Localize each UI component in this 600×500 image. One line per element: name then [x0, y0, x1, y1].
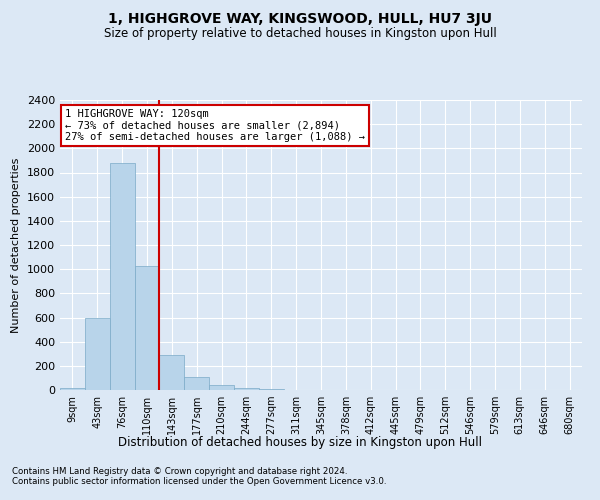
Bar	[234, 388, 259, 390]
Text: Distribution of detached houses by size in Kingston upon Hull: Distribution of detached houses by size …	[118, 436, 482, 449]
Text: Size of property relative to detached houses in Kingston upon Hull: Size of property relative to detached ho…	[104, 28, 496, 40]
Bar	[60, 388, 85, 390]
Bar	[85, 318, 110, 390]
Bar	[110, 163, 134, 390]
Bar	[209, 385, 234, 390]
Bar	[160, 355, 184, 390]
Text: 1 HIGHGROVE WAY: 120sqm
← 73% of detached houses are smaller (2,894)
27% of semi: 1 HIGHGROVE WAY: 120sqm ← 73% of detache…	[65, 108, 365, 142]
Text: Contains HM Land Registry data © Crown copyright and database right 2024.: Contains HM Land Registry data © Crown c…	[12, 467, 347, 476]
Y-axis label: Number of detached properties: Number of detached properties	[11, 158, 22, 332]
Bar	[134, 266, 160, 390]
Text: 1, HIGHGROVE WAY, KINGSWOOD, HULL, HU7 3JU: 1, HIGHGROVE WAY, KINGSWOOD, HULL, HU7 3…	[108, 12, 492, 26]
Bar	[184, 376, 209, 390]
Text: Contains public sector information licensed under the Open Government Licence v3: Contains public sector information licen…	[12, 477, 386, 486]
